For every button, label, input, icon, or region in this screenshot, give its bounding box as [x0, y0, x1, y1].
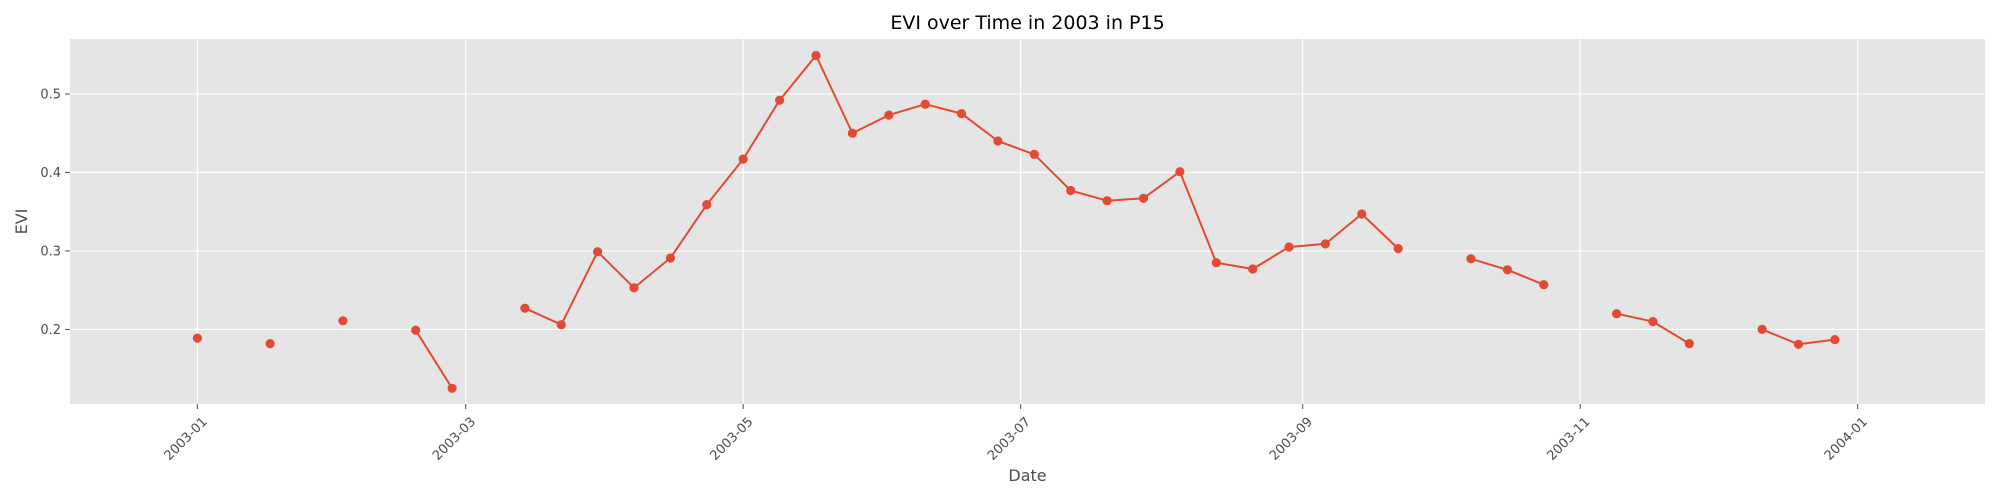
data-point — [702, 200, 712, 210]
x-axis-label: Date — [1008, 466, 1046, 485]
x-tick-label: 2003-09 — [1267, 415, 1316, 464]
data-point — [1684, 339, 1694, 349]
series-line-segment — [414, 329, 453, 389]
data-point — [993, 136, 1003, 146]
data-point — [1393, 244, 1403, 254]
x-tick-label: 2003-07 — [985, 415, 1034, 464]
plot-background — [70, 39, 1985, 404]
data-point — [1502, 265, 1512, 275]
data-point — [1211, 258, 1221, 268]
y-tick-label: 0.5 — [40, 87, 61, 102]
data-point — [884, 110, 894, 120]
data-point — [447, 383, 457, 393]
data-point — [265, 339, 275, 349]
x-tick-label: 2003-01 — [162, 415, 211, 464]
data-point — [338, 316, 348, 326]
data-point — [1357, 209, 1367, 219]
data-point — [1320, 239, 1330, 249]
data-point — [920, 99, 930, 109]
data-point — [556, 320, 566, 330]
y-tick-label: 0.4 — [40, 166, 61, 181]
data-point — [1029, 149, 1039, 159]
data-point — [1248, 264, 1258, 274]
data-point — [775, 95, 785, 105]
data-point — [629, 283, 639, 293]
y-tick-label: 0.2 — [40, 323, 61, 338]
x-tick-label: 2004-01 — [1822, 415, 1871, 464]
data-point — [1793, 339, 1804, 349]
x-tick-label: 2003-05 — [707, 415, 756, 464]
data-point — [956, 109, 967, 119]
y-axis-label: EVI — [12, 209, 31, 235]
data-point — [1612, 309, 1622, 319]
data-point — [593, 247, 603, 257]
data-point — [738, 154, 748, 164]
data-point — [1284, 242, 1294, 252]
data-point — [1175, 167, 1185, 177]
y-tick-label: 0.3 — [40, 244, 61, 259]
data-point — [192, 333, 202, 343]
data-point — [811, 50, 821, 61]
data-point — [1066, 185, 1076, 196]
data-point — [665, 253, 676, 263]
chart-title: EVI over Time in 2003 in P15 — [890, 12, 1164, 34]
data-point — [847, 128, 858, 138]
data-point — [1102, 196, 1112, 206]
data-point — [1138, 193, 1149, 203]
data-point — [1466, 254, 1476, 264]
series-layer — [192, 50, 1840, 393]
grid-lines — [70, 39, 1985, 404]
data-point — [520, 303, 530, 313]
data-point — [1830, 335, 1840, 345]
data-point — [1648, 317, 1658, 327]
data-point — [411, 325, 421, 335]
x-tick-label: 2003-03 — [430, 415, 479, 464]
data-point — [1539, 280, 1549, 290]
x-tick-label: 2003-11 — [1544, 415, 1593, 464]
data-point — [1757, 324, 1767, 334]
